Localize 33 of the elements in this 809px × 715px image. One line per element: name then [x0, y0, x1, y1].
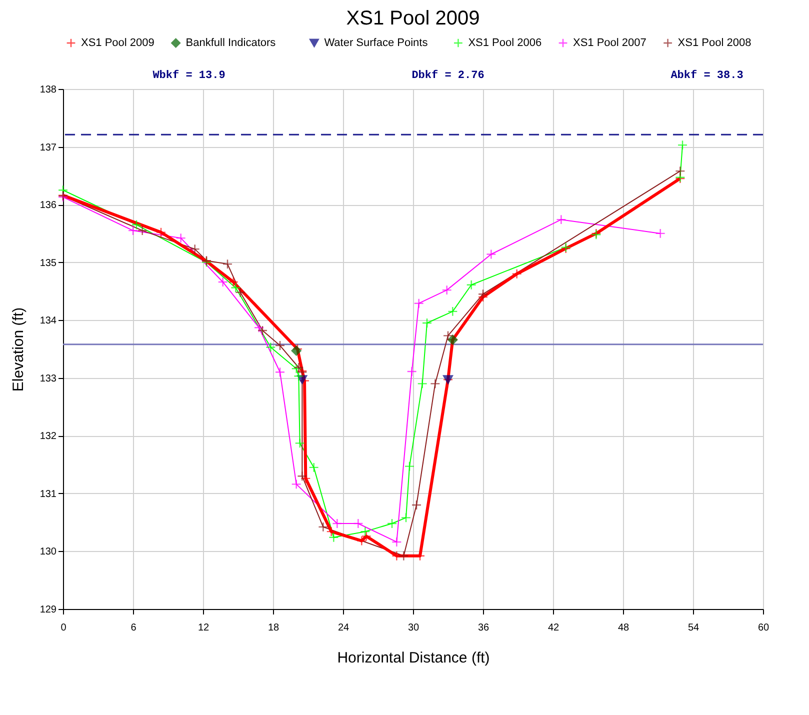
x-tick-label: 6 [130, 622, 137, 634]
legend-label: XS1 Pool 2007 [573, 37, 646, 49]
x-tick-label: 42 [548, 622, 560, 634]
x-axis-title: Horizontal Distance (ft) [337, 650, 490, 666]
x-tick-label: 30 [408, 622, 420, 634]
legend-label: XS1 Pool 2006 [468, 37, 542, 49]
x-tick-label: 24 [338, 622, 350, 634]
y-tick-label: 132 [40, 431, 57, 442]
x-tick-label: 12 [198, 622, 210, 634]
x-tick-label: 54 [688, 622, 700, 634]
legend-label: XS1 Pool 2008 [678, 37, 752, 49]
text: Wbkf = 13.9 [152, 69, 226, 82]
x-tick-label: 36 [478, 622, 490, 634]
y-tick-label: 133 [40, 373, 57, 384]
y-tick-label: 138 [40, 84, 57, 96]
x-tick-label: 60 [758, 622, 770, 634]
text: Dbkf = 2.76 [412, 69, 484, 82]
y-tick-label: 135 [40, 258, 57, 269]
x-tick-label: 0 [60, 622, 67, 634]
x-tick-label: 18 [268, 622, 280, 634]
text: Abkf = 38.3 [670, 69, 744, 82]
y-tick-label: 129 [40, 604, 57, 616]
y-tick-label: 134 [40, 316, 57, 327]
y-tick-label: 130 [40, 546, 57, 558]
legend-label: Bankfull Indicators [186, 37, 276, 49]
y-tick-label: 137 [40, 142, 57, 154]
x-tick-label: 48 [618, 622, 630, 634]
legend-label: Water Surface Points [324, 37, 428, 49]
y-tick-label: 136 [40, 200, 57, 212]
legend-label: XS1 Pool 2009 [81, 37, 154, 49]
y-axis-title: Elevation (ft) [10, 307, 27, 392]
y-tick-label: 131 [40, 488, 57, 500]
chart-title: XS1 Pool 2009 [346, 7, 480, 30]
